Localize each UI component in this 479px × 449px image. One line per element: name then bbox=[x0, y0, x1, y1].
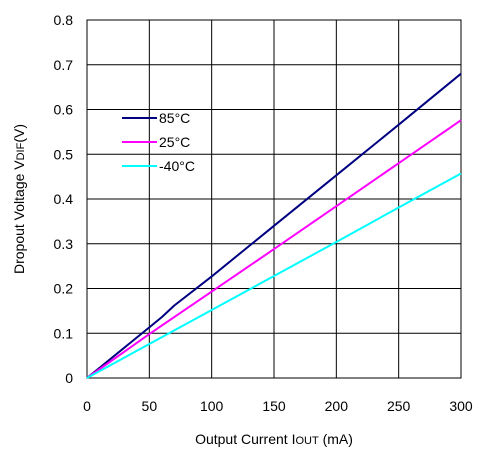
x-axis-ticks: 0 50 100 150 200 250 300 bbox=[83, 398, 473, 414]
x-tick-label: 200 bbox=[325, 398, 349, 414]
grid-lines bbox=[87, 20, 461, 378]
series-line-1 bbox=[86, 119, 462, 379]
legend-label-0: 85°C bbox=[159, 110, 190, 126]
x-tick-label: 0 bbox=[83, 398, 91, 414]
legend: 85°C 25°C -40°C bbox=[122, 110, 195, 174]
y-tick-label: 0.2 bbox=[54, 281, 74, 297]
plot-frame bbox=[86, 19, 462, 379]
legend-label-1: 25°C bbox=[159, 134, 190, 150]
series-line-0 bbox=[86, 72, 462, 379]
x-axis-title-unit: (mA) bbox=[319, 431, 353, 447]
y-axis-ticks: 0 0.1 0.2 0.3 0.4 0.5 0.6 0.7 0.8 bbox=[54, 12, 74, 386]
y-axis-title-unit: (V) bbox=[11, 124, 27, 143]
x-tick-label: 150 bbox=[262, 398, 286, 414]
x-tick-label: 50 bbox=[142, 398, 158, 414]
y-tick-label: 0.1 bbox=[54, 325, 74, 341]
x-tick-label: 250 bbox=[387, 398, 411, 414]
y-tick-label: 0.8 bbox=[54, 12, 74, 28]
y-tick-label: 0.7 bbox=[54, 57, 74, 73]
y-tick-label: 0.5 bbox=[54, 146, 74, 162]
y-tick-label: 0.4 bbox=[54, 191, 74, 207]
series-lines bbox=[86, 72, 462, 379]
y-axis-title: Dropout Voltage VDIF(V) bbox=[11, 124, 27, 274]
y-axis-title-main: Dropout Voltage V bbox=[11, 160, 27, 274]
y-tick-label: 0.3 bbox=[54, 236, 74, 252]
x-tick-label: 100 bbox=[200, 398, 224, 414]
y-tick-label: 0 bbox=[65, 370, 73, 386]
series-line-2 bbox=[86, 172, 462, 379]
y-tick-label: 0.6 bbox=[54, 102, 74, 118]
x-axis-title-main: Output Current I bbox=[195, 431, 295, 447]
x-tick-label: 300 bbox=[449, 398, 473, 414]
x-axis-title: Output Current IOUT (mA) bbox=[195, 431, 353, 447]
y-axis-title-subscript: DIF bbox=[15, 142, 27, 160]
x-axis-title-subscript: OUT bbox=[295, 435, 319, 447]
legend-label-2: -40°C bbox=[159, 158, 195, 174]
